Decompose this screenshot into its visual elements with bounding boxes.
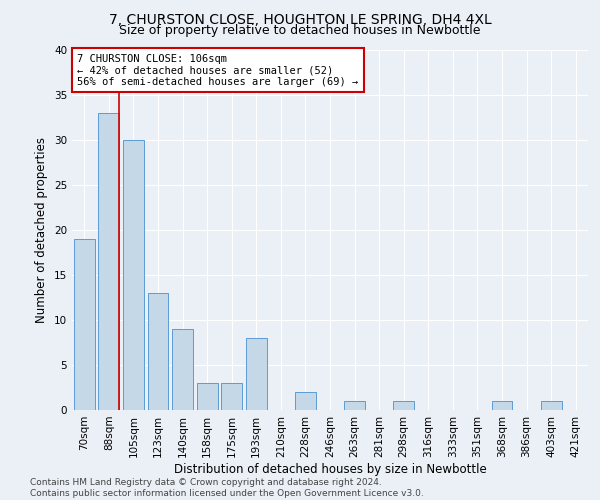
- Bar: [148, 293, 169, 410]
- Text: Contains HM Land Registry data © Crown copyright and database right 2024.
Contai: Contains HM Land Registry data © Crown c…: [30, 478, 424, 498]
- Bar: [393, 401, 414, 410]
- Bar: [197, 383, 218, 410]
- Text: 7, CHURSTON CLOSE, HOUGHTON LE SPRING, DH4 4XL: 7, CHURSTON CLOSE, HOUGHTON LE SPRING, D…: [109, 12, 491, 26]
- Bar: [123, 140, 144, 410]
- Bar: [221, 383, 242, 410]
- Bar: [74, 239, 95, 410]
- X-axis label: Distribution of detached houses by size in Newbottle: Distribution of detached houses by size …: [173, 462, 487, 475]
- Bar: [491, 401, 512, 410]
- Bar: [344, 401, 365, 410]
- Text: 7 CHURSTON CLOSE: 106sqm
← 42% of detached houses are smaller (52)
56% of semi-d: 7 CHURSTON CLOSE: 106sqm ← 42% of detach…: [77, 54, 358, 87]
- Text: Size of property relative to detached houses in Newbottle: Size of property relative to detached ho…: [119, 24, 481, 37]
- Bar: [541, 401, 562, 410]
- Bar: [172, 329, 193, 410]
- Y-axis label: Number of detached properties: Number of detached properties: [35, 137, 49, 323]
- Bar: [98, 113, 119, 410]
- Bar: [246, 338, 267, 410]
- Bar: [295, 392, 316, 410]
